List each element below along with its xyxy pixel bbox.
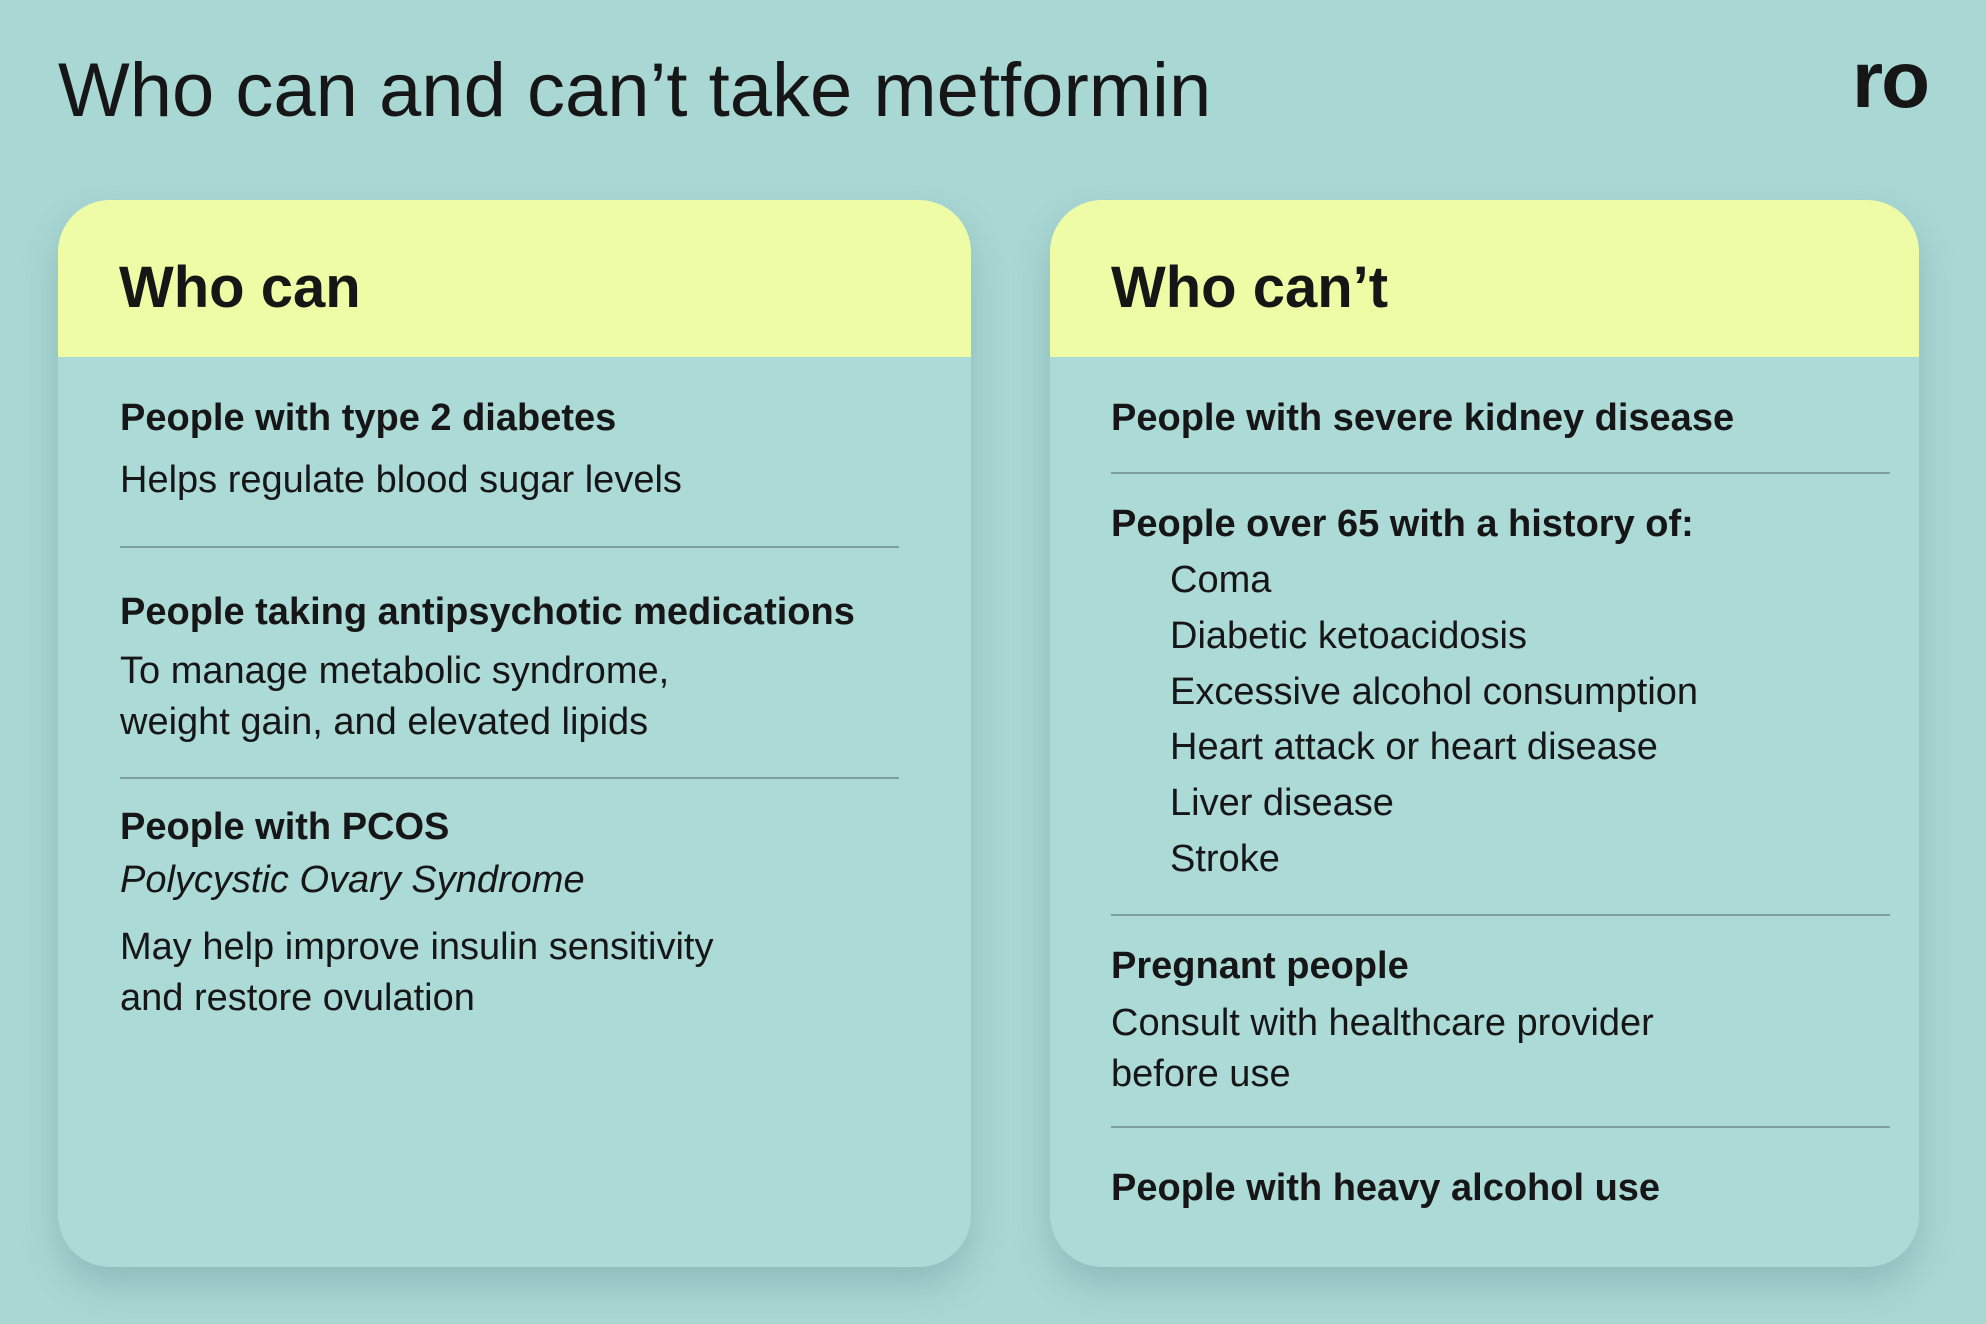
item-text: and restore ovulation xyxy=(120,977,475,1019)
divider xyxy=(1111,472,1890,474)
item-title: People with PCOS xyxy=(120,806,450,848)
list-item: Heart attack or heart disease xyxy=(1170,726,1658,768)
list-item: Stroke xyxy=(1170,838,1280,880)
list-item: Coma xyxy=(1170,559,1272,601)
item-title: People taking antipsychotic medications xyxy=(120,591,855,633)
divider xyxy=(1111,1126,1890,1128)
item-title: People with heavy alcohol use xyxy=(1111,1167,1661,1209)
logo: ro xyxy=(1852,35,1930,124)
item-text: Consult with healthcare provider xyxy=(1111,1002,1654,1044)
page-title: Who can and can’t take metformin xyxy=(58,48,1212,133)
item-title: People over 65 with a history of: xyxy=(1111,503,1694,545)
item-subtitle: Polycystic Ovary Syndrome xyxy=(120,859,585,901)
item-text: weight gain, and elevated lipids xyxy=(120,701,649,743)
card-header xyxy=(1050,200,1919,357)
card-heading: Who can xyxy=(119,255,361,320)
divider xyxy=(120,777,899,779)
item-text: To manage metabolic syndrome, xyxy=(120,650,670,692)
list-item: Diabetic ketoacidosis xyxy=(1170,615,1527,657)
divider xyxy=(120,546,899,548)
list-item: Liver disease xyxy=(1170,782,1394,824)
card: Who can People with type 2 diabetes Help… xyxy=(58,200,971,1267)
item-title: Pregnant people xyxy=(1111,945,1409,987)
card-header xyxy=(58,200,971,357)
divider xyxy=(1111,914,1890,916)
item-title: People with severe kidney disease xyxy=(1111,397,1735,439)
list-item: Excessive alcohol consumption xyxy=(1170,671,1699,713)
item-text: before use xyxy=(1111,1053,1291,1095)
card-heading: Who can’t xyxy=(1111,255,1389,320)
item-title: People with type 2 diabetes xyxy=(120,397,617,439)
item-text: May help improve insulin sensitivity xyxy=(120,926,714,968)
card: Who can’t People with severe kidney dise… xyxy=(1050,200,1919,1267)
item-text: Helps regulate blood sugar levels xyxy=(120,459,682,501)
